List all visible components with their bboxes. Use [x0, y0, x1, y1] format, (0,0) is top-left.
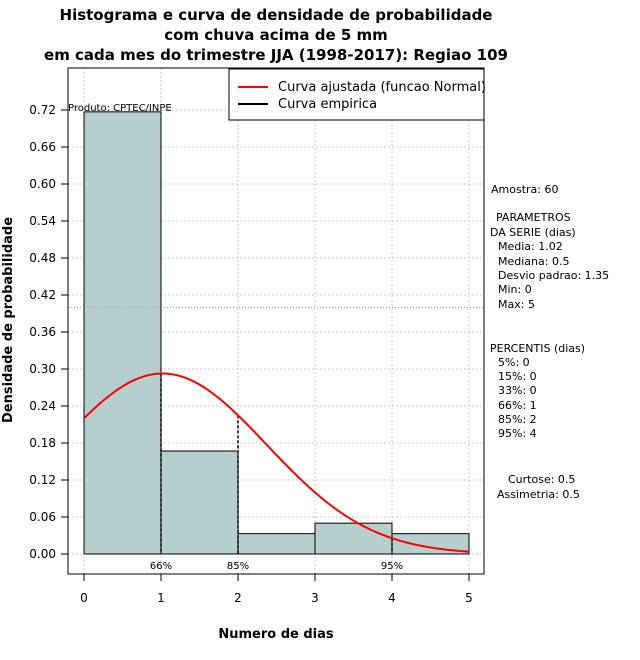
y-tick-label-12: 0.72 [29, 103, 56, 117]
percentile-label-1: 85% [227, 561, 249, 572]
stats-panel: Amostra: 60 PARAMETROS DA SERIE (dias) M… [490, 183, 609, 501]
percentile-15: 15%: 0 [498, 370, 537, 383]
chart-title-line-2: com chuva acima de 5 mm [164, 26, 388, 44]
fitted-normal-curve [83, 372, 470, 553]
stat-curtose: Curtose: 0.5 [508, 473, 575, 486]
y-tick-label-0: 0.00 [29, 547, 56, 561]
stat-min: Min: 0 [498, 283, 532, 296]
chart-title-line-3: em cada mes do trimestre JJA (1998-2017)… [44, 46, 508, 64]
curves [83, 372, 470, 553]
x-tick-label-4: 4 [388, 591, 396, 605]
x-axis-label: Numero de dias [218, 627, 334, 642]
y-tick-label-6: 0.36 [29, 325, 56, 339]
histogram-bar-2 [237, 533, 316, 555]
percentile-85: 85%: 2 [498, 413, 537, 426]
stat-max: Max: 5 [498, 298, 535, 311]
percentile-33: 33%: 0 [498, 384, 537, 397]
percentile-markers: 66% 85% 95% [141, 373, 412, 572]
y-tick-label-1: 0.06 [29, 510, 56, 524]
stat-desvio: Desvio padrao: 1.35 [498, 269, 609, 282]
y-tick-label-2: 0.12 [29, 473, 56, 487]
y-tick-label-7: 0.42 [29, 288, 56, 302]
legend: Curva ajustada (funcao Normal) Curva emp… [228, 68, 486, 121]
percentile-95: 95%: 4 [498, 427, 537, 440]
product-label: Produto: CPTEC/INPE [68, 103, 172, 114]
percentile-66: 66%: 1 [498, 399, 537, 412]
y-tick-label-3: 0.18 [29, 436, 56, 450]
chart-title-line-1: Histograma e curva de densidade de proba… [60, 6, 493, 24]
x-tick-label-0: 0 [80, 591, 88, 605]
stat-mediana: Mediana: 0.5 [498, 255, 569, 268]
percentile-label-2: 95% [381, 561, 403, 572]
histogram-bars [83, 111, 470, 555]
x-tick-label-1: 1 [157, 591, 165, 605]
legend-box [228, 68, 485, 121]
y-tick-label-11: 0.66 [29, 140, 56, 154]
sample-size: Amostra: 60 [491, 183, 558, 196]
y-tick-label-5: 0.30 [29, 362, 56, 376]
histogram-bar-0 [83, 111, 162, 555]
x-axis: 0 1 2 3 4 5 [80, 573, 473, 605]
y-axis: 0.00 0.06 0.12 0.18 0.24 0.30 0.36 0.42 0.48 0.54… [29, 103, 69, 561]
y-tick-label-8: 0.48 [29, 251, 56, 265]
percentiles-title: PERCENTIS (dias) [490, 342, 585, 355]
x-tick-label-3: 3 [311, 591, 319, 605]
stat-assimetria: Assimetria: 0.5 [497, 488, 580, 501]
legend-empirical-label: Curva empirica [278, 97, 377, 112]
x-tick-label-2: 2 [234, 591, 242, 605]
y-tick-label-10: 0.60 [29, 177, 56, 191]
percentile-label-0: 66% [150, 561, 172, 572]
x-tick-label-5: 5 [465, 591, 473, 605]
percentile-5: 5%: 0 [498, 356, 530, 369]
histogram-bar-3 [314, 522, 393, 555]
params-title-1: PARAMETROS [496, 211, 571, 224]
params-title-2: DA SERIE (dias) [490, 226, 576, 239]
stat-media: Media: 1.02 [498, 240, 563, 253]
y-axis-label: Densidade de probabilidade [1, 217, 16, 423]
y-tick-label-9: 0.54 [29, 214, 56, 228]
histogram-bar-1 [160, 450, 239, 555]
legend-fitted-label: Curva ajustada (funcao Normal) [278, 80, 486, 95]
y-tick-label-4: 0.24 [29, 399, 56, 413]
